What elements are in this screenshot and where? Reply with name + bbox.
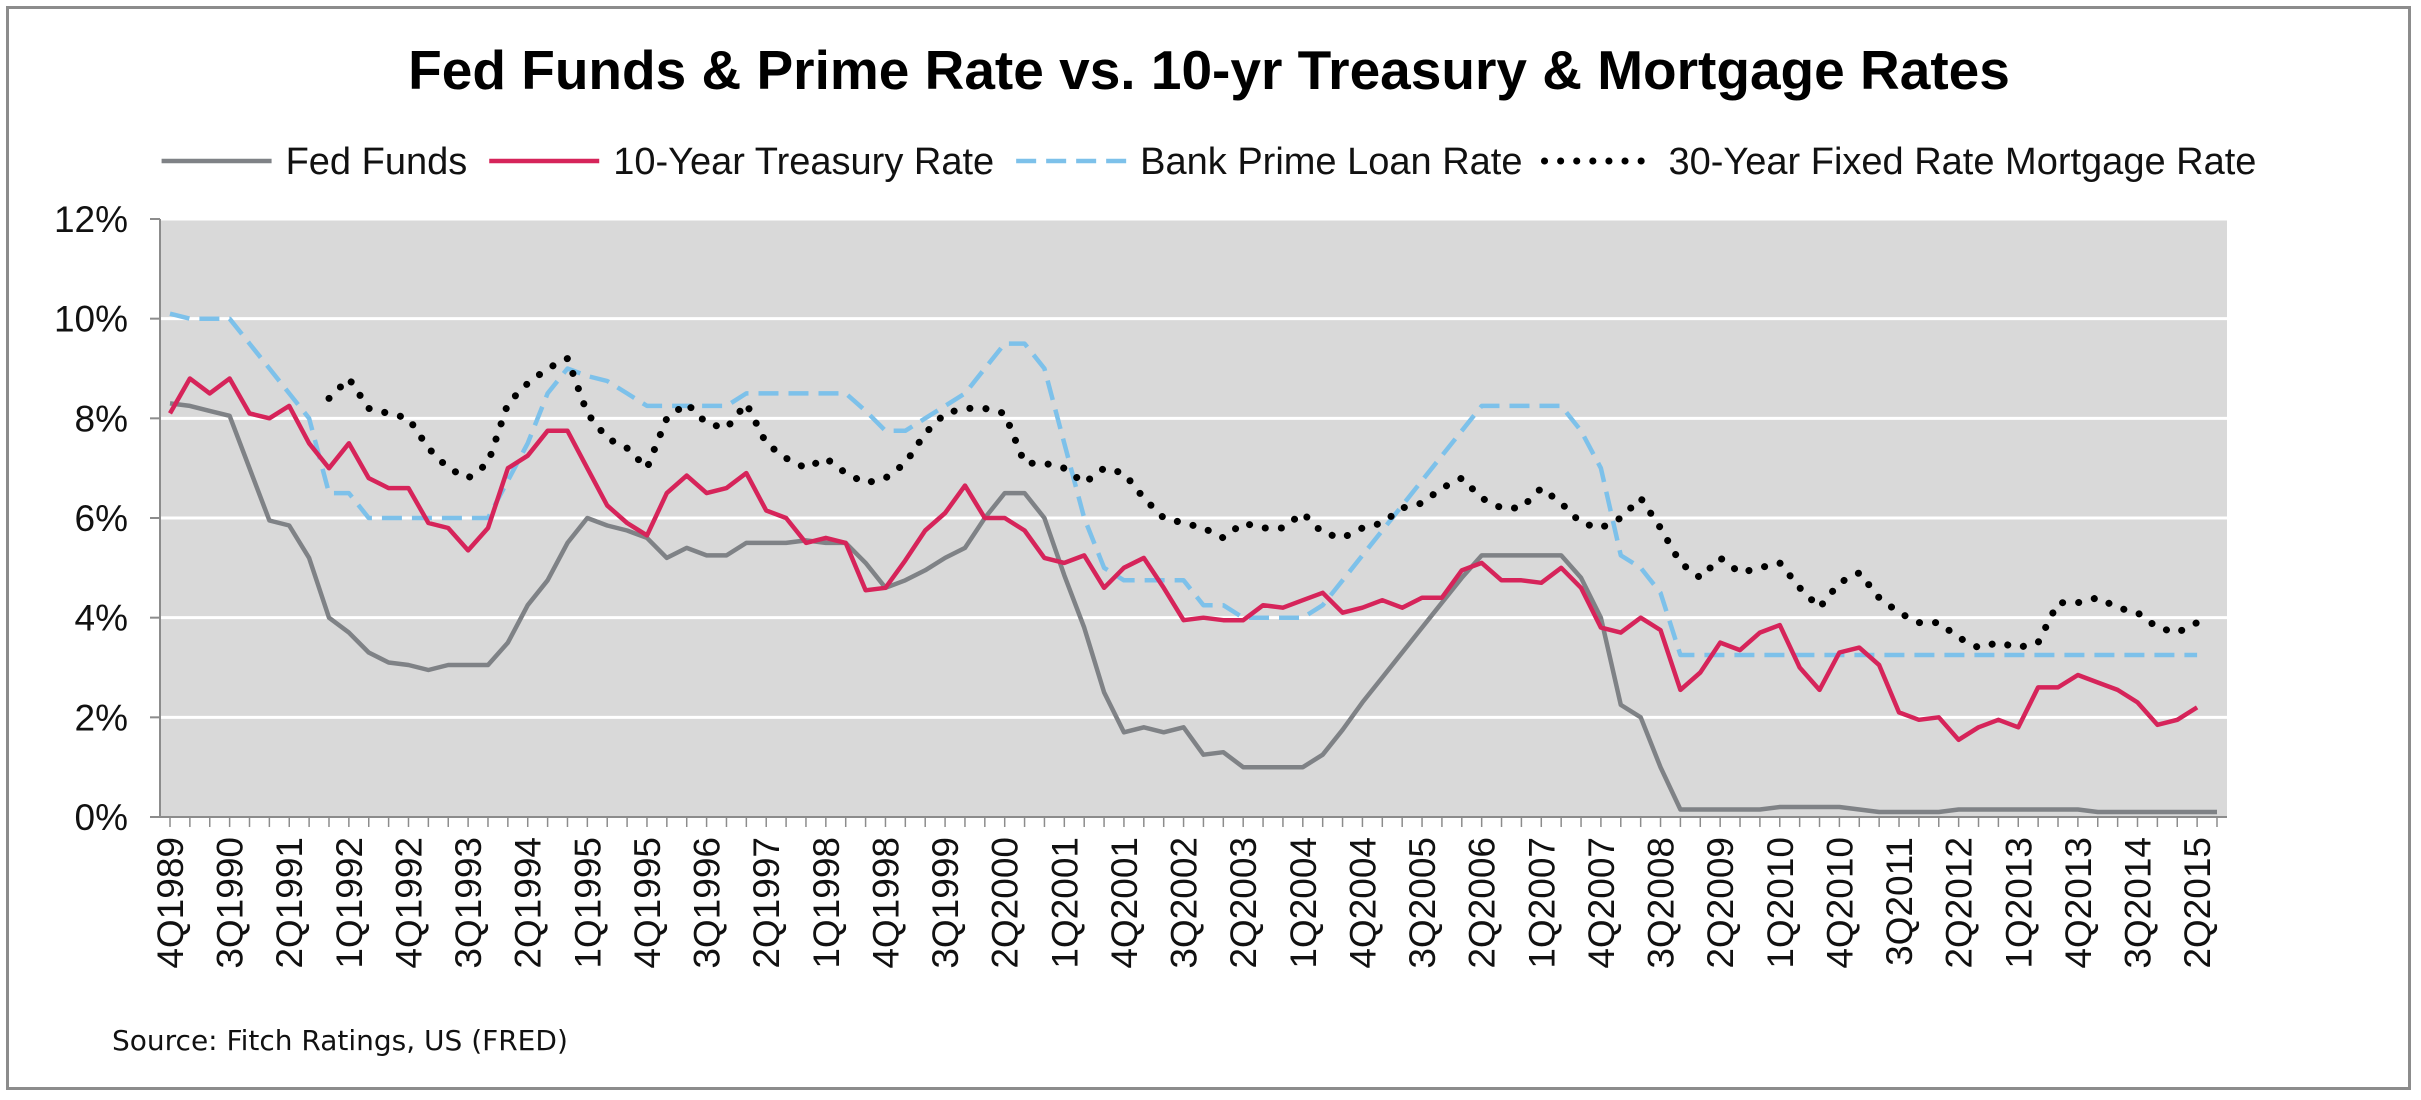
x-tick-label: 1Q1992 (329, 837, 370, 969)
series-line-30-year-fixed-rate-mortgage-rate (325, 355, 2201, 652)
x-tick-label: 1Q2001 (1044, 837, 1085, 969)
source-note: Source: Fitch Ratings, US (FRED) (112, 1024, 568, 1057)
legend-label: 30-Year Fixed Rate Mortgage Rate (1668, 141, 2256, 183)
chart-frame: Fed Funds & Prime Rate vs. 10-yr Treasur… (6, 6, 2411, 1090)
x-tick-label: 1Q1998 (806, 837, 847, 969)
x-tick-label: 4Q1989 (150, 837, 191, 969)
x-tick-label: 3Q2011 (1879, 837, 1920, 966)
x-tick-label: 3Q2005 (1402, 837, 1443, 969)
x-tick-label: 4Q2004 (1342, 837, 1383, 969)
legend-label: Bank Prime Loan Rate (1140, 141, 1522, 183)
x-tick-label: 1Q2004 (1283, 837, 1324, 969)
y-tick-label: 10% (54, 299, 128, 340)
x-tick-label: 4Q1995 (627, 837, 668, 969)
x-tick-label: 4Q1998 (865, 837, 906, 969)
x-tick-label: 4Q1992 (388, 837, 429, 969)
y-tick-label: 4% (75, 598, 128, 639)
x-tick-label: 3Q1996 (687, 837, 728, 969)
chart: Fed Funds & Prime Rate vs. 10-yr Treasur… (54, 39, 2256, 1057)
chart-title: Fed Funds & Prime Rate vs. 10-yr Treasur… (408, 39, 2010, 101)
x-tick-label: 3Q2014 (2118, 837, 2159, 969)
x-tick-label: 4Q2010 (1819, 837, 1860, 969)
legend-label: Fed Funds (286, 141, 468, 183)
series-line-fed-funds (169, 401, 2217, 815)
legend: Fed Funds 10-Year Treasury Rate Bank Prime… (161, 141, 2256, 183)
series-line-10-year-treasury-rate (168, 376, 2199, 743)
x-tick-label: 2Q2015 (2177, 837, 2218, 969)
y-tick-label: 8% (75, 398, 128, 439)
x-tick-label: 2Q2012 (1939, 837, 1980, 969)
x-tick-label: 2Q1997 (746, 837, 787, 969)
legend-label: 10-Year Treasury Rate (613, 141, 994, 183)
x-tick-label: 1Q1995 (567, 837, 608, 969)
series-line-bank-prime-loan-rate (169, 311, 2198, 658)
x-tick-label: 1Q2007 (1521, 837, 1562, 969)
x-tick-label: 4Q2007 (1581, 837, 1622, 969)
x-tick-label: 2Q1994 (508, 837, 549, 969)
plot-area: 0% 2% 4% 6% 8% 10% 12% 4Q1989 3Q1990 2Q1991 1Q1992… (54, 199, 2227, 969)
y-tick-label: 2% (75, 697, 128, 738)
x-tick-label: 2Q2003 (1223, 837, 1264, 969)
x-tick-label: 2Q2006 (1462, 837, 1503, 969)
y-tick-label: 6% (75, 498, 128, 539)
x-tick-label: 3Q1993 (448, 837, 489, 969)
x-tick-label: 2Q2000 (985, 837, 1026, 969)
x-tick-label: 2Q1991 (269, 837, 310, 969)
x-tick-label: 3Q1990 (210, 837, 251, 969)
x-tick-label: 3Q1999 (925, 837, 966, 969)
x-tick-label: 1Q2010 (1760, 837, 1801, 969)
x-tick-label: 3Q2002 (1164, 837, 1205, 969)
y-tick-label: 12% (54, 199, 128, 240)
x-tick-label: 3Q2008 (1641, 837, 1682, 969)
x-tick-label: 1Q2013 (1998, 837, 2039, 969)
x-tick-label: 4Q2001 (1104, 837, 1145, 969)
x-tick-label: 4Q2013 (2058, 837, 2099, 969)
y-tick-label: 0% (75, 797, 128, 838)
x-tick-label: 2Q2009 (1700, 837, 1741, 969)
